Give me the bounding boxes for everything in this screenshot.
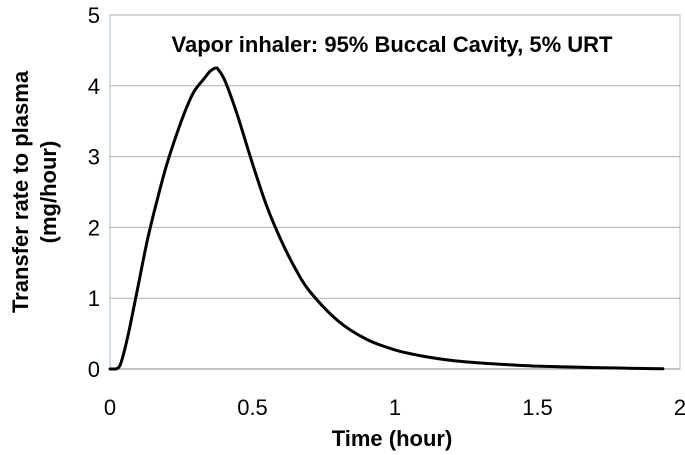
y-axis-title: Transfer rate to plasma (mg/hour) [8,70,61,313]
y-tick-label: 0 [88,357,100,382]
y-tick-label: 1 [88,286,100,311]
series-line [108,66,665,371]
y-tick-label: 3 [88,145,100,170]
x-tick-label: 2 [674,395,685,420]
x-tick-label: 1.5 [522,395,553,420]
y-tick-label: 4 [88,74,100,99]
chart-title: Vapor inhaler: 95% Buccal Cavity, 5% URT [172,32,614,57]
x-axis-title: Time (hour) [332,426,453,451]
x-tick-label: 1 [389,395,401,420]
x-tick-labels: 0 0.5 1 1.5 2 [104,395,685,420]
y-axis-title-line-2: (mg/hour) [36,141,61,244]
plot-area-frame [109,14,681,370]
y-tick-labels: 0 1 2 3 4 5 [88,3,100,382]
y-axis-title-line-1: Transfer rate to plasma [8,70,33,313]
gridlines [110,14,680,370]
y-tick-label: 5 [88,3,100,28]
x-tick-label: 0.5 [237,395,268,420]
y-tick-label: 2 [88,215,100,240]
x-tick-label: 0 [104,395,116,420]
